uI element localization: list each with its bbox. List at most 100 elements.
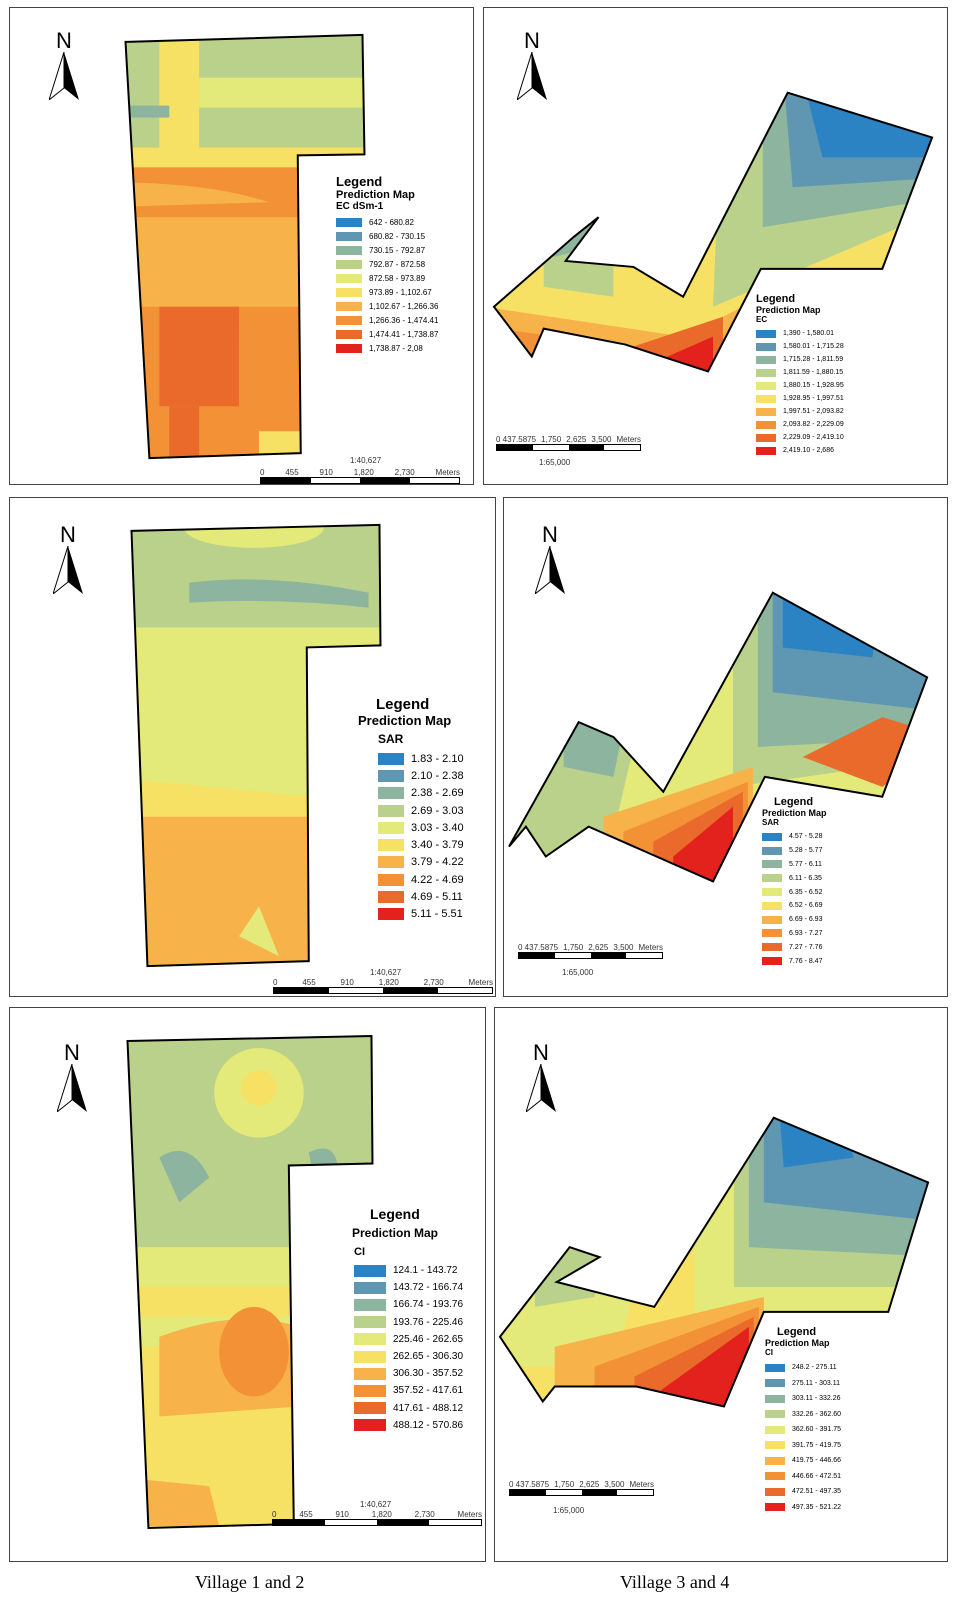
scale-tick-label: 910 [319, 468, 333, 477]
scale-tick-label: 1,820 [378, 978, 399, 987]
scale-tick-label: 0 437.5875 [496, 435, 537, 444]
legend-class-label: 1,928.95 - 1,997.51 [783, 395, 844, 402]
map-ci-village-3-4 [498, 1116, 930, 1408]
legend-class-label: 6.93 - 7.27 [789, 929, 823, 937]
legend-class-label: 5.28 - 5.77 [789, 847, 823, 855]
scale-units: Meters [435, 468, 460, 477]
scale-units: Meters [638, 943, 663, 952]
scale-tick-label: 455 [285, 468, 299, 477]
legend-class-label: 391.75 - 419.75 [792, 1441, 842, 1449]
legend-swatch [336, 287, 362, 297]
map-sar-village-1-2 [130, 523, 382, 968]
legend-class-row: 472.51 - 497.35 [765, 1484, 841, 1500]
scale-tick-label: 3,500 [604, 1480, 625, 1489]
scale-bar: 0 455 910 1,820 2,730 Meters [272, 1510, 482, 1526]
scale-tick-label: 1,750 [554, 1480, 575, 1489]
legend-swatch [354, 1264, 386, 1277]
legend-class-row: 6.93 - 7.27 [762, 927, 827, 941]
legend-class-label: 275.11 - 303.11 [792, 1379, 841, 1387]
legend-class-row: 417.61 - 488.12 [354, 1400, 463, 1417]
north-label: N [542, 522, 558, 547]
legend-swatch [378, 787, 404, 800]
legend-swatch [354, 1333, 386, 1346]
legend-swatch [762, 943, 782, 952]
scale-units: Meters [468, 978, 493, 987]
legend-swatch [336, 343, 362, 353]
legend-title: Legend [370, 1206, 420, 1222]
scale-units: Meters [616, 435, 641, 444]
north-label: N [64, 1040, 80, 1065]
scale-units: Meters [629, 1480, 654, 1489]
legend-swatch [354, 1419, 386, 1432]
legend-swatch [336, 217, 362, 227]
legend-class-row: 872.58 - 973.89 [336, 271, 438, 285]
legend-class-label: 225.46 - 262.65 [393, 1333, 464, 1345]
legend-class-label: 497.35 - 521.22 [792, 1503, 842, 1511]
scale-bar: 0 455 910 1,820 2,730 Meters [273, 978, 493, 994]
scale-tick-label: 0 437.5875 [518, 943, 559, 952]
legend-swatch [336, 273, 362, 283]
north-arrow-icon [48, 51, 79, 102]
scale-tick-label: 910 [335, 1510, 349, 1519]
legend-subtitle: Prediction Map [358, 713, 452, 728]
legend-swatch [756, 433, 776, 442]
legend-class-label: 303.11 - 332.26 [792, 1395, 841, 1403]
legend-ci-v34: Legend Prediction Map CI 248.2 - 275.11 2… [765, 1326, 841, 1515]
legend-class-row: 124.1 - 143.72 [354, 1262, 463, 1279]
legend-class-row: 1.83 - 2.10 [378, 750, 464, 767]
scale-tick-label: 455 [302, 978, 316, 987]
scale-ratio: 1:65,000 [539, 458, 571, 467]
legend-ci-v12: Legend Prediction Map CI 124.1 - 143.72 1… [352, 1206, 463, 1434]
legend-title: Legend [336, 174, 383, 189]
legend-sar-v34: Legend Prediction Map SAR 4.57 - 5.28 5.2… [762, 796, 827, 968]
scale-tick-label: 0 [260, 468, 265, 477]
north-arrow: N [52, 1042, 92, 1117]
legend-class-row: 1,880.15 - 1,928.95 [756, 379, 844, 392]
legend-swatch [354, 1350, 386, 1363]
legend-subtitle: Prediction Map [765, 1338, 830, 1348]
north-label: N [56, 28, 72, 53]
map-panel-ec-village-3-4: N Legend Prediction Map EC 1,390 - 1,580… [483, 7, 948, 485]
legend-class-label: 5.11 - 5.51 [411, 908, 463, 921]
legend-class-label: 3.40 - 3.79 [411, 839, 464, 852]
legend-swatch [756, 381, 776, 390]
map-panel-ci-village-1-2: N Legend Prediction Map CI 124.1 - 143.7… [9, 1007, 486, 1562]
legend-class-row: 2,093.82 - 2,229.09 [756, 418, 844, 431]
legend-class-label: 2,093.82 - 2,229.09 [783, 421, 844, 428]
north-label: N [524, 28, 540, 53]
scale-tick-label: 2,625 [579, 1480, 600, 1489]
scale-ratio: 1:65,000 [562, 968, 594, 977]
legend-class-row: 497.35 - 521.22 [765, 1500, 841, 1516]
legend-class-row: 6.52 - 6.69 [762, 899, 827, 913]
legend-swatch [762, 915, 782, 924]
legend-ec-v12: Legend Prediction Map EC dSm-1 642 - 680… [336, 174, 438, 355]
legend-class-label: 6.35 - 6.52 [789, 888, 823, 896]
north-arrow: N [48, 524, 88, 599]
legend-swatch [756, 407, 776, 416]
north-arrow: N [521, 1042, 561, 1117]
legend-class-label: 193.76 - 225.46 [393, 1316, 464, 1328]
legend-subtitle: Prediction Map [762, 808, 827, 818]
north-arrow-icon [52, 545, 83, 596]
legend-swatch [336, 245, 362, 255]
legend-class-label: 1,738.87 - 2,08 [369, 343, 423, 353]
legend-swatch [762, 860, 782, 869]
north-arrow-icon [56, 1063, 87, 1114]
legend-swatch [765, 1487, 785, 1496]
legend-class-label: 1,474.41 - 1,738.87 [369, 329, 439, 339]
legend-class-row: 4.57 - 5.28 [762, 830, 827, 844]
legend-swatch [354, 1281, 386, 1294]
legend-swatch [756, 446, 776, 455]
scale-ratio: 1:40,627 [370, 968, 402, 977]
scale-bar: 0 437.5875 1,750 2,625 3,500 Meters [496, 435, 641, 451]
legend-class-row: 1,580.01 - 1,715.28 [756, 340, 844, 353]
scale-tick-label: 1,750 [563, 943, 584, 952]
legend-title: Legend [777, 1326, 817, 1338]
legend-class-row: 5.28 - 5.77 [762, 844, 827, 858]
scale-tick-label: 1,750 [541, 435, 562, 444]
scale-tick-label: 1,820 [353, 468, 374, 477]
legend-variable: SAR [762, 818, 779, 827]
legend-swatch [765, 1425, 785, 1434]
legend-sar-v12: Legend Prediction Map SAR 1.83 - 2.10 2.1… [358, 696, 464, 923]
legend-class-label: 792.87 - 872.58 [369, 259, 426, 269]
